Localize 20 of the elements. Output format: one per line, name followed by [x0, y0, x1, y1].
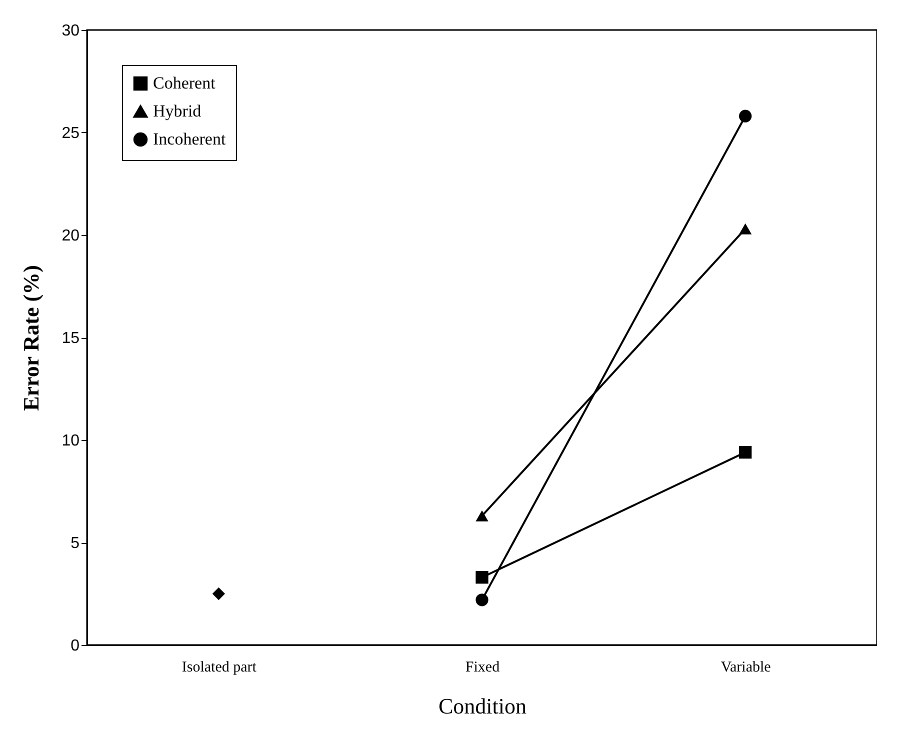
- y-tick-label: 25: [62, 125, 80, 142]
- x-tick-label: Fixed: [465, 660, 500, 676]
- point: [476, 594, 488, 606]
- y-tick-label: 10: [62, 432, 80, 450]
- point: [476, 571, 488, 584]
- y-tick-label: 15: [62, 330, 80, 347]
- point: [739, 110, 752, 122]
- y-tick-label: 20: [62, 228, 80, 244]
- point: [739, 446, 752, 459]
- x-axis-title: Condition: [438, 694, 527, 718]
- legend-label: Incoherent: [153, 130, 226, 148]
- y-axis-title: Error Rate (%): [18, 265, 44, 411]
- legend-label: Coherent: [153, 74, 216, 92]
- legend-label: Hybrid: [153, 102, 202, 120]
- y-tick-label: 5: [70, 535, 80, 552]
- x-tick-label: Variable: [720, 660, 772, 676]
- point: [212, 587, 225, 600]
- y-tick-label: 30: [62, 22, 80, 40]
- y-tick-label: 0: [70, 638, 80, 654]
- x-tick-label: Isolated part: [182, 660, 258, 676]
